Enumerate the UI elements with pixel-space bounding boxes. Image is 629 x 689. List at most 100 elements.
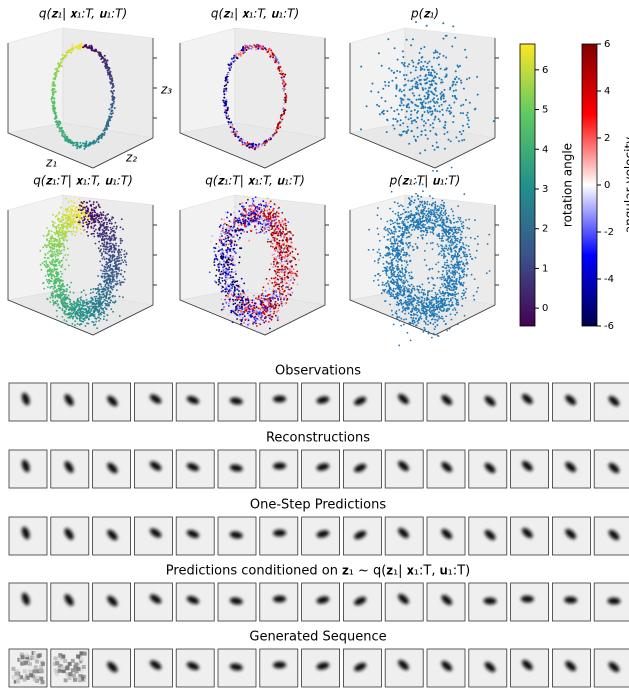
point [277, 279, 279, 281]
point [239, 314, 241, 316]
point [275, 260, 277, 262]
point [280, 271, 282, 273]
point [266, 227, 268, 229]
point [98, 247, 100, 249]
point [431, 75, 433, 77]
point [105, 248, 107, 250]
point [101, 224, 103, 226]
point [226, 288, 228, 290]
point [59, 253, 61, 255]
point [43, 288, 45, 290]
point [225, 112, 227, 114]
point [97, 275, 99, 277]
point [224, 89, 226, 91]
point [252, 210, 254, 212]
point [271, 55, 273, 57]
point [261, 48, 263, 50]
point [218, 257, 220, 259]
point [253, 299, 255, 301]
point [103, 222, 105, 224]
point [421, 130, 423, 132]
point [410, 72, 412, 74]
point [282, 264, 284, 266]
point [275, 294, 277, 296]
point [403, 85, 405, 87]
point [282, 288, 284, 290]
point [87, 311, 89, 313]
point [246, 231, 248, 233]
point [105, 251, 107, 253]
point [109, 223, 111, 225]
point [417, 87, 419, 89]
point [280, 245, 282, 247]
point [449, 113, 451, 115]
point [113, 285, 115, 287]
point [225, 99, 227, 101]
point [415, 121, 417, 123]
point [234, 244, 236, 246]
point [273, 305, 275, 307]
point [70, 315, 72, 317]
point [437, 51, 439, 53]
point [241, 141, 243, 143]
point [219, 271, 221, 273]
point [423, 46, 425, 48]
point [82, 225, 84, 227]
point [466, 78, 468, 80]
point [241, 278, 243, 280]
point [426, 25, 428, 27]
point [100, 303, 102, 305]
point [266, 210, 268, 212]
point [231, 269, 233, 271]
point [122, 261, 124, 263]
point [381, 65, 383, 67]
point [54, 222, 56, 224]
point [461, 133, 463, 135]
point [91, 215, 93, 217]
point [56, 300, 58, 302]
point [64, 136, 66, 138]
point [392, 118, 394, 120]
point [282, 220, 284, 222]
point [100, 249, 102, 251]
point [268, 305, 270, 307]
point [260, 231, 262, 233]
point [241, 297, 243, 299]
point [248, 209, 250, 211]
point [45, 260, 47, 262]
point [54, 73, 56, 75]
point [230, 275, 232, 277]
point [272, 208, 274, 210]
point [278, 207, 280, 209]
point [467, 117, 469, 119]
point [286, 286, 288, 288]
point [253, 216, 255, 218]
point [226, 270, 228, 272]
point [57, 255, 59, 257]
point [288, 284, 290, 286]
point [84, 302, 86, 304]
point [454, 37, 456, 39]
point [404, 62, 406, 64]
point [400, 100, 402, 102]
point [121, 269, 123, 271]
point [74, 215, 76, 217]
point [64, 134, 66, 136]
point [228, 286, 230, 288]
point [277, 308, 279, 310]
point [64, 305, 66, 307]
point [261, 204, 263, 206]
point [396, 88, 398, 90]
point [227, 254, 229, 256]
point [285, 306, 287, 308]
point [50, 274, 52, 276]
point [276, 225, 278, 227]
point [410, 110, 412, 112]
point [56, 259, 58, 261]
point [59, 264, 61, 266]
point [287, 277, 289, 279]
point [230, 126, 232, 128]
point [403, 94, 405, 96]
point [263, 322, 265, 324]
point [100, 270, 102, 272]
